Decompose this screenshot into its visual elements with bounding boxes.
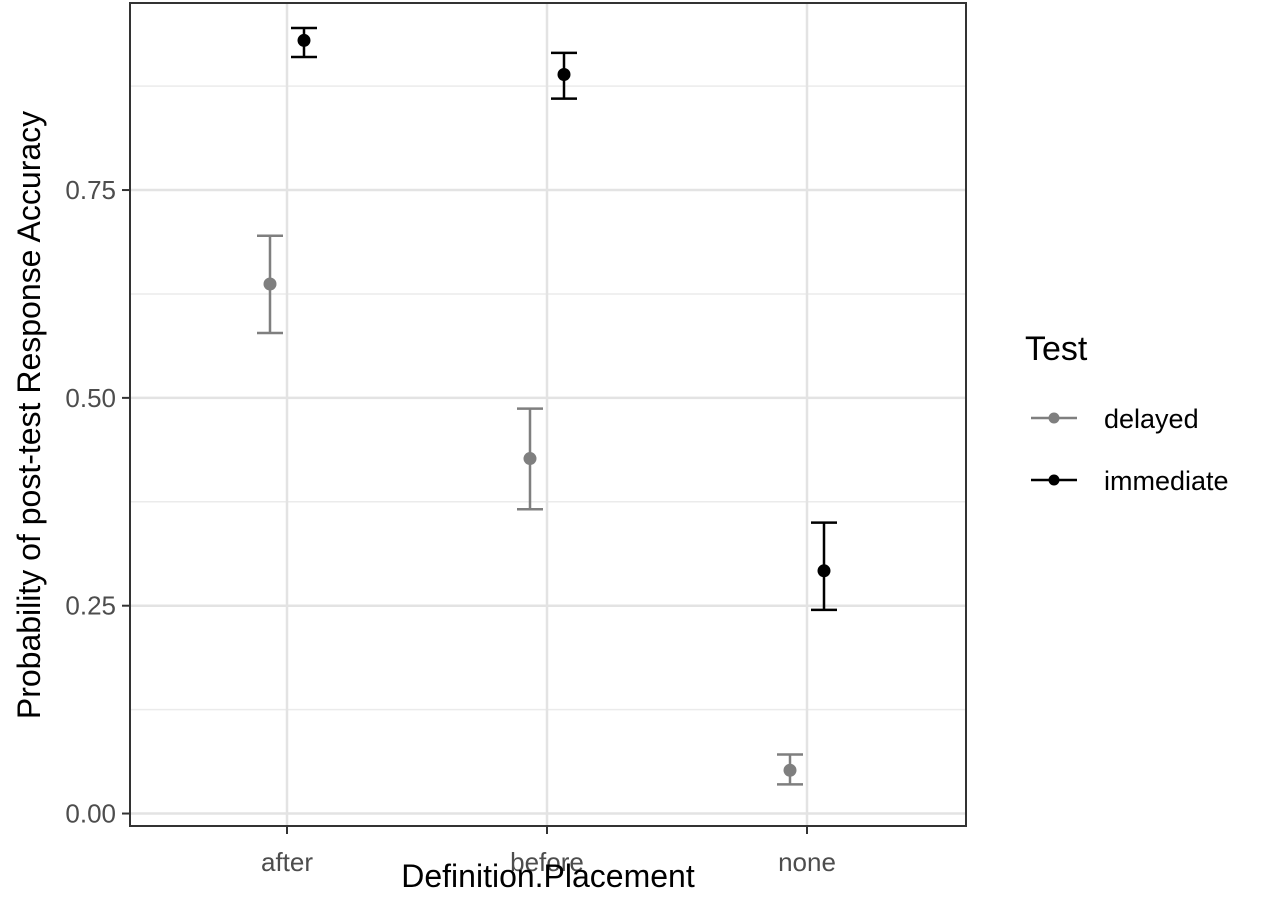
x-tick-label-none: none xyxy=(778,847,836,877)
data-marks xyxy=(257,26,837,786)
x-axis-title: Definition.Placement xyxy=(401,858,695,894)
y-tick-label-0: 0.00 xyxy=(65,799,116,829)
point-delayed-after xyxy=(263,277,277,291)
legend-label-immediate: immediate xyxy=(1104,466,1229,496)
point-delayed-before xyxy=(523,452,537,466)
legend: Test delayed immediate xyxy=(1025,330,1229,496)
y-tick-label-2: 0.50 xyxy=(65,383,116,413)
y-tick-label-1: 0.25 xyxy=(65,591,116,621)
x-tick-label-before: before xyxy=(510,847,584,877)
x-tick-label-after: after xyxy=(261,847,313,877)
point-immediate-none xyxy=(817,564,831,578)
legend-label-delayed: delayed xyxy=(1104,404,1199,434)
y-axis-title: Probability of post-test Response Accura… xyxy=(11,111,47,719)
y-tick-label-3: 0.75 xyxy=(65,175,116,205)
point-immediate-before xyxy=(557,67,571,81)
legend-key-delayed-point xyxy=(1048,412,1060,424)
point-immediate-after xyxy=(297,33,311,47)
axes: 0.00 0.25 0.50 0.75 after before none xyxy=(65,175,836,877)
point-delayed-none xyxy=(783,763,797,777)
legend-title: Test xyxy=(1025,330,1088,368)
legend-key-immediate-point xyxy=(1048,474,1060,486)
